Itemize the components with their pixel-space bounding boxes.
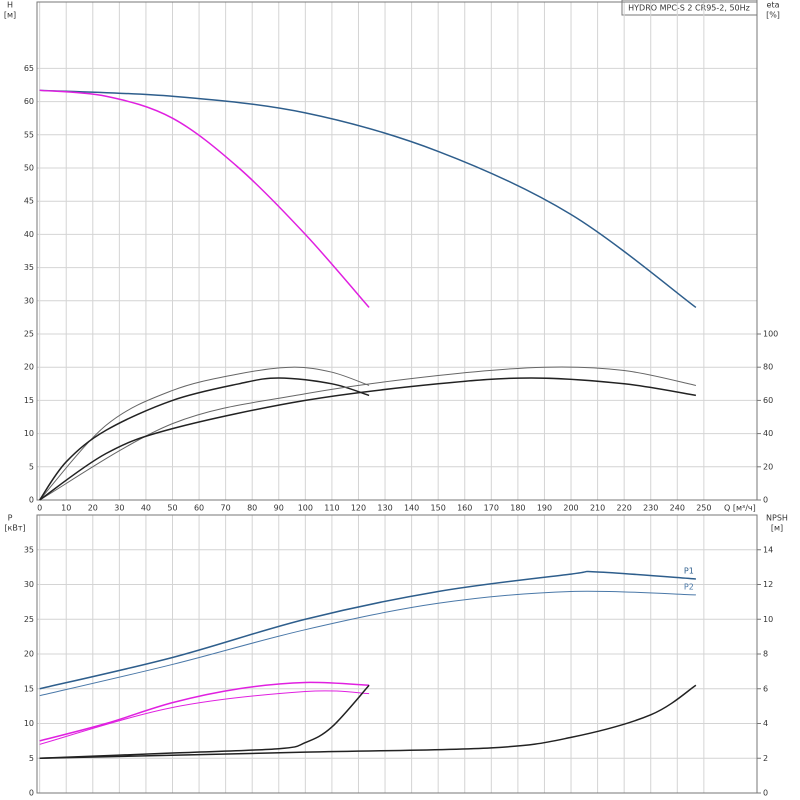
y2-axis-unit: [%] <box>766 11 780 20</box>
x-tick-label: 240 <box>670 504 685 513</box>
y-axis-label: H <box>7 1 13 10</box>
x-tick-label: 10 <box>61 504 71 513</box>
curve <box>39 684 697 759</box>
x-tick-label: 210 <box>590 504 605 513</box>
x-axis-label: Q [м³/ч] <box>724 504 756 513</box>
x-tick-label: 70 <box>221 504 231 513</box>
x-tick-label: 110 <box>324 504 339 513</box>
y-tick-label: 5 <box>29 754 34 763</box>
y-tick-label: 10 <box>24 719 34 728</box>
y2-tick-label: 14 <box>763 545 773 554</box>
y-tick-label: 65 <box>24 64 34 73</box>
x-tick-label: 50 <box>167 504 177 513</box>
x-tick-label: 150 <box>431 504 446 513</box>
curve <box>39 681 370 742</box>
x-tick-label: 120 <box>351 504 366 513</box>
y2-tick-label: 20 <box>763 462 773 471</box>
y-tick-label: 25 <box>24 330 34 339</box>
x-tick-label: 230 <box>643 504 658 513</box>
curve <box>39 89 697 309</box>
y2-tick-label: 8 <box>763 650 768 659</box>
x-tick-label: 60 <box>194 504 204 513</box>
y-tick-label: 20 <box>24 650 34 659</box>
chart-title: HYDRO MPC-S 2 CR95-2, 50Hz <box>628 4 750 13</box>
x-tick-label: 180 <box>510 504 525 513</box>
y-tick-label: 35 <box>24 263 34 272</box>
y-tick-label: 50 <box>24 164 34 173</box>
y2-tick-label: 40 <box>763 429 773 438</box>
curve <box>39 89 370 308</box>
plot-frame <box>36 1 758 501</box>
y2-tick-label: 4 <box>763 719 768 728</box>
y-tick-label: 30 <box>24 296 34 305</box>
x-tick-label: 250 <box>696 504 711 513</box>
y2-tick-label: 2 <box>763 754 768 763</box>
y2-tick-label: 60 <box>763 396 773 405</box>
y-axis-unit: [м] <box>4 11 16 20</box>
y-tick-label: 55 <box>24 130 34 139</box>
x-tick-label: 80 <box>247 504 257 513</box>
y-axis-unit: [кВт] <box>4 524 25 533</box>
curve <box>39 684 370 759</box>
y-tick-label: 5 <box>29 462 34 471</box>
y-tick-label: 45 <box>24 197 34 206</box>
y2-tick-label: 100 <box>763 330 778 339</box>
x-tick-label: 160 <box>457 504 472 513</box>
curve <box>39 377 697 501</box>
y2-tick-label: 10 <box>763 615 773 624</box>
y2-tick-label: 12 <box>763 580 773 589</box>
curve <box>39 590 696 697</box>
x-tick-label: 40 <box>141 504 151 513</box>
y-tick-label: 15 <box>24 396 34 405</box>
x-tick-label: 100 <box>298 504 313 513</box>
y-tick-label: 40 <box>24 230 34 239</box>
y-tick-label: 20 <box>24 363 34 372</box>
curve <box>39 366 696 501</box>
y-axis-label: P <box>8 514 13 523</box>
x-tick-label: 20 <box>88 504 98 513</box>
y2-axis-label: eta <box>767 1 780 10</box>
y-tick-label: 10 <box>24 429 34 438</box>
curve <box>39 570 696 690</box>
x-tick-label: 30 <box>114 504 124 513</box>
y-tick-label: 60 <box>24 97 34 106</box>
y-tick-label: 0 <box>29 789 34 798</box>
plot-frame <box>36 514 758 794</box>
y2-tick-label: 80 <box>763 363 773 372</box>
y2-axis-unit: [м] <box>771 524 783 533</box>
y-tick-label: 25 <box>24 615 34 624</box>
y2-tick-label: 0 <box>763 789 768 798</box>
x-tick-label: 170 <box>484 504 499 513</box>
y2-tick-label: 0 <box>763 496 768 505</box>
x-tick-label: 190 <box>537 504 552 513</box>
x-tick-label: 130 <box>377 504 392 513</box>
x-tick-label: 200 <box>563 504 578 513</box>
y-tick-label: 30 <box>24 580 34 589</box>
x-tick-label: 220 <box>617 504 632 513</box>
y-tick-label: 0 <box>29 496 34 505</box>
y-tick-label: 35 <box>24 545 34 554</box>
curve <box>39 366 370 501</box>
curve-label: P2 <box>684 582 694 591</box>
curve-label: P1 <box>684 566 694 575</box>
x-tick-label: 140 <box>404 504 419 513</box>
y-tick-label: 15 <box>24 684 34 693</box>
x-tick-label: 90 <box>274 504 284 513</box>
y2-tick-label: 6 <box>763 684 768 693</box>
x-tick-label: 0 <box>37 504 42 513</box>
y2-axis-label: NPSH <box>766 514 788 523</box>
curve <box>39 690 370 745</box>
curve <box>39 377 370 501</box>
